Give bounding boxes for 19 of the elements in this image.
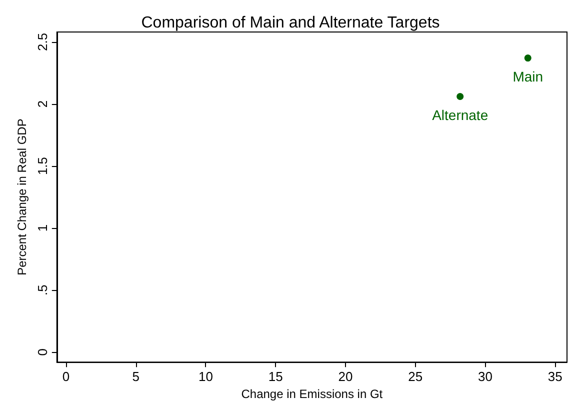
x-tick-label: 35: [548, 369, 562, 384]
y-tick-label: 1: [34, 224, 50, 232]
x-tick-label: 30: [478, 369, 492, 384]
series-label: Alternate: [432, 107, 488, 124]
y-tick-label: 0: [34, 348, 50, 356]
x-axis-title: Change in Emissions in Gt: [241, 387, 384, 401]
y-tick-label: 1.5: [34, 156, 50, 176]
x-tick-label: 10: [198, 369, 213, 384]
y-tick-label: 2.5: [34, 32, 50, 51]
y-axis-title: Percent Change in Real GDP: [15, 118, 29, 276]
x-tick-label: 20: [338, 369, 353, 384]
x-tick-label: 15: [268, 369, 283, 384]
x-tick-label: 25: [408, 369, 423, 384]
chart-title: Comparison of Main and Alternate Targets: [141, 14, 440, 32]
y-tick-label: 2: [34, 100, 50, 108]
x-tick-label: 5: [132, 369, 140, 384]
series-label: Main: [512, 68, 544, 85]
y-tick-label: .5: [34, 284, 50, 296]
x-tick-label: 0: [62, 369, 70, 384]
